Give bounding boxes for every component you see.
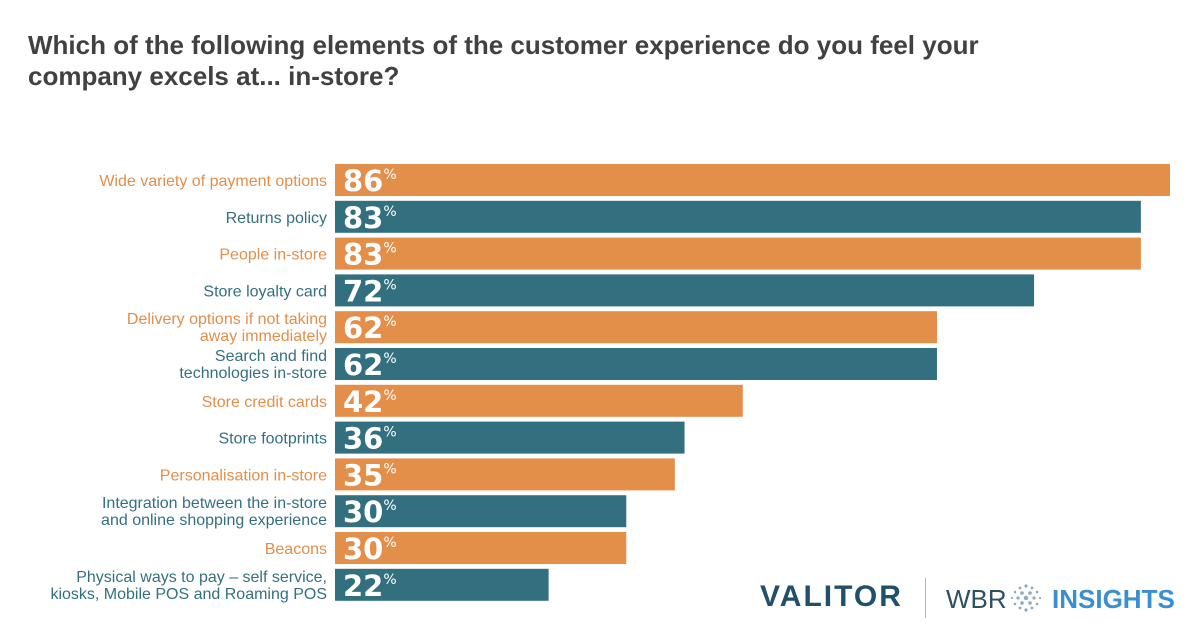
- wbr-logo-text: WBR: [946, 584, 1007, 614]
- bar-7: [335, 421, 685, 454]
- value-label-11: 22%: [343, 569, 397, 603]
- value-label-8: 35%: [343, 458, 397, 492]
- logo-area: VALITOR WBR INSIGHTS: [760, 578, 1180, 618]
- bar-1: [335, 200, 1141, 233]
- value-label-7: 36%: [343, 422, 397, 456]
- value-label-9: 30%: [343, 495, 397, 529]
- bar-10: [335, 532, 627, 564]
- category-label-1: Returns policy: [226, 210, 327, 227]
- value-label-4: 62%: [343, 311, 397, 345]
- category-labels-group: Wide variety of payment options Returns p…: [50, 173, 327, 603]
- bar-4: [335, 311, 937, 344]
- logo-divider: [925, 578, 926, 618]
- bar-5: [335, 348, 937, 380]
- value-label-2: 83%: [343, 238, 397, 272]
- value-labels-group: 86%83%83%72%62%62%42%36%35%30%30%22%: [343, 164, 397, 603]
- bar-8: [335, 458, 675, 491]
- bar-0: [335, 164, 1170, 196]
- value-label-5: 62%: [343, 348, 397, 382]
- category-label-11: Physical ways to pay – self service, kios…: [50, 569, 327, 603]
- value-label-1: 83%: [343, 201, 397, 235]
- category-label-5: Search and find technologies in-store: [179, 348, 327, 382]
- bar-9: [335, 495, 627, 528]
- category-label-9: Integration between the in-store and onli…: [101, 495, 327, 529]
- category-label-3: Store loyalty card: [203, 283, 327, 300]
- category-label-0: Wide variety of payment options: [99, 173, 327, 190]
- category-label-8: Personalisation in-store: [160, 467, 327, 484]
- value-label-6: 42%: [343, 385, 397, 419]
- bars-group: [335, 164, 1170, 601]
- category-label-10: Beacons: [265, 541, 327, 558]
- insights-logo-text: INSIGHTS: [1052, 584, 1175, 614]
- bar-11: [335, 568, 549, 601]
- valitor-logo: VALITOR: [760, 580, 903, 613]
- value-label-0: 86%: [343, 164, 397, 198]
- value-label-10: 30%: [343, 532, 397, 566]
- category-label-4: Delivery options if not taking away immed…: [127, 311, 327, 345]
- category-label-7: Store footprints: [219, 431, 328, 448]
- chart-title: Which of the following elements of the c…: [28, 30, 979, 91]
- category-label-6: Store credit cards: [202, 394, 327, 411]
- bar-6: [335, 384, 743, 417]
- value-label-3: 72%: [343, 274, 397, 308]
- bar-2: [335, 237, 1141, 270]
- globe-icon: [1010, 584, 1042, 612]
- bar-3: [335, 274, 1035, 307]
- category-label-2: People in-store: [219, 247, 327, 264]
